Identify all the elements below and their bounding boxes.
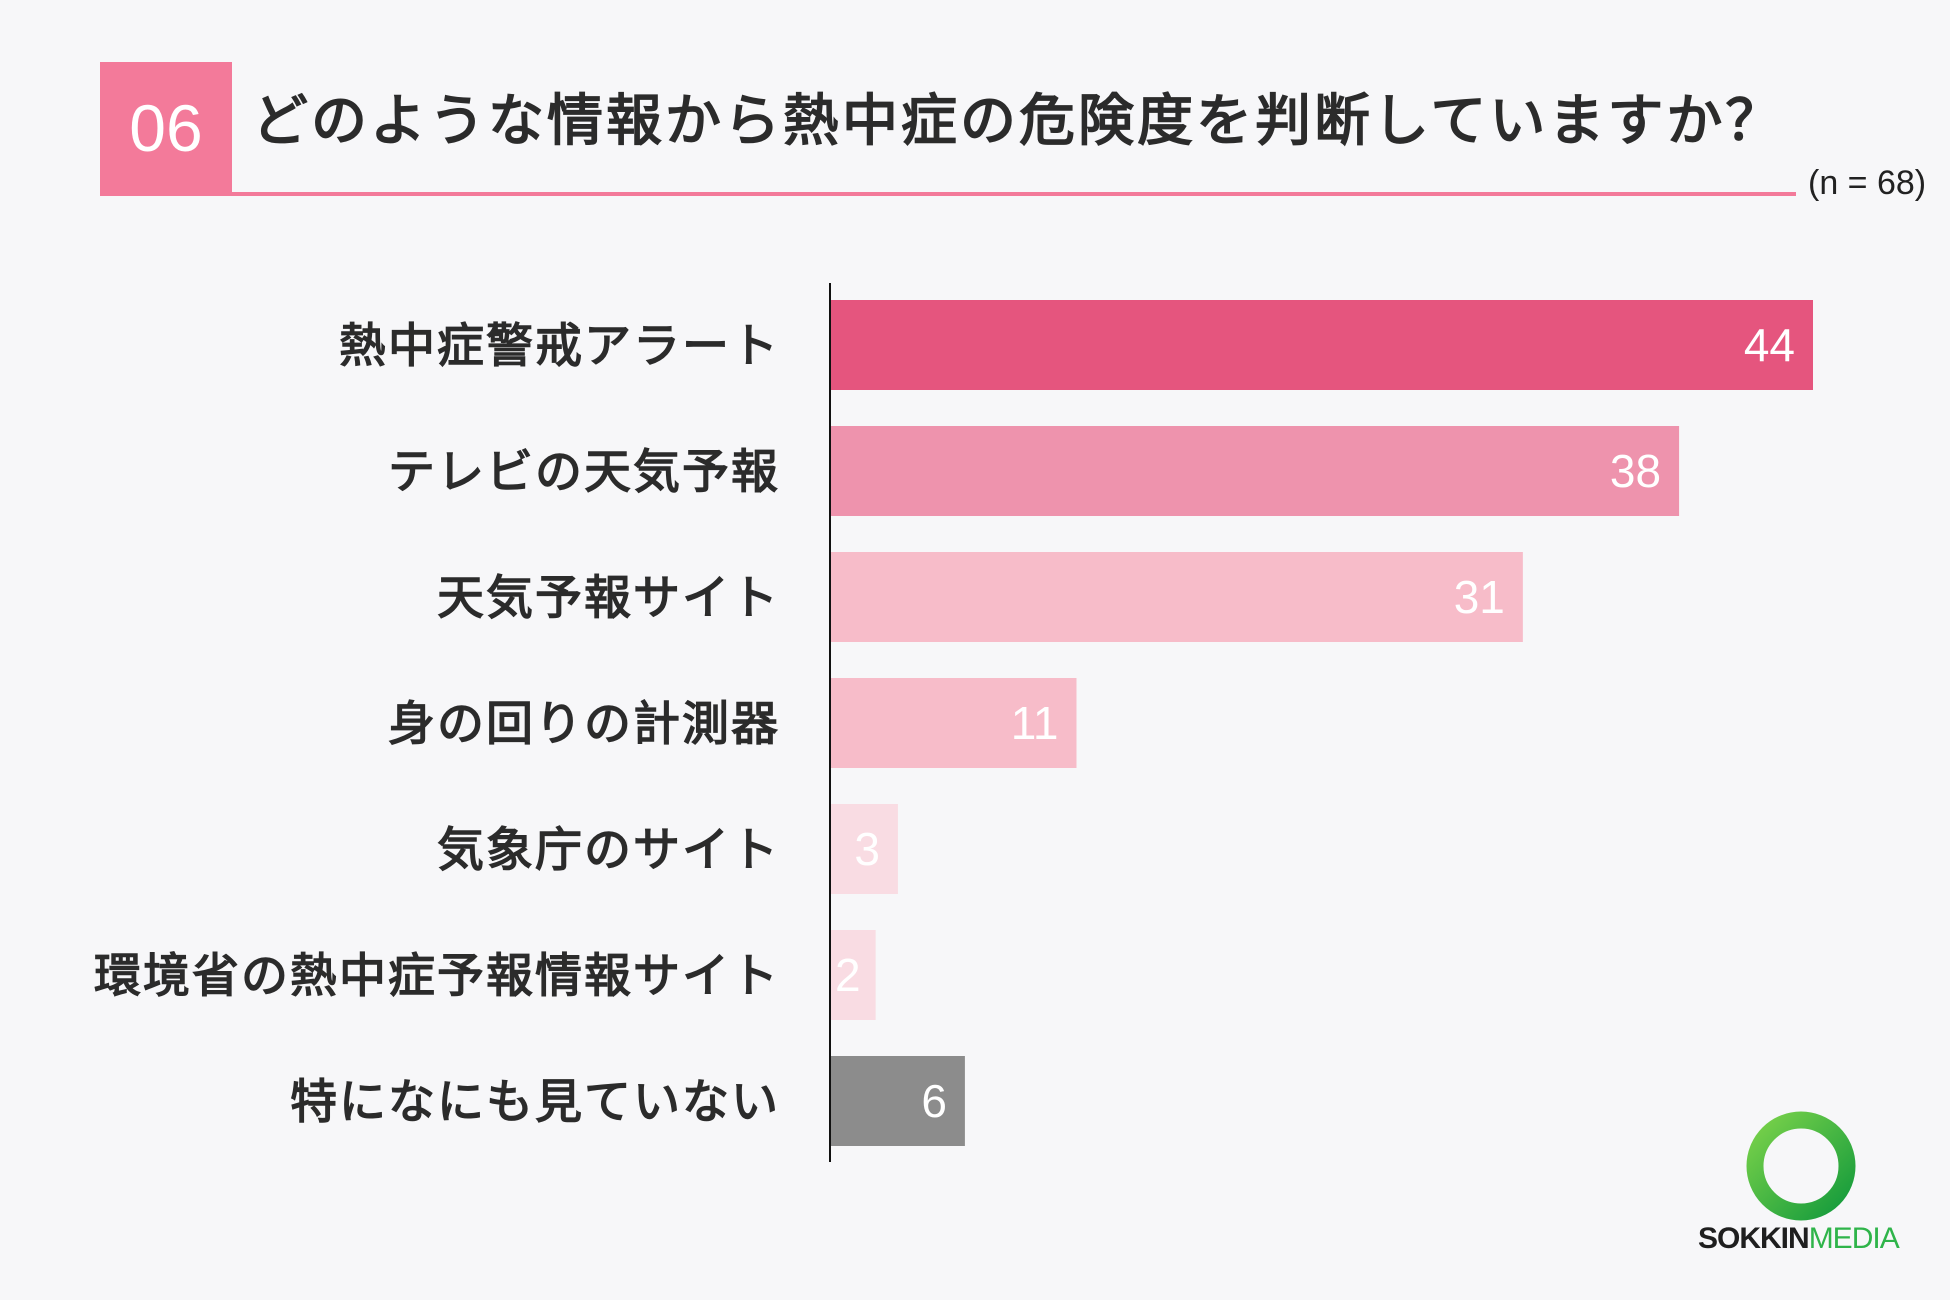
value-label-1: 38: [1610, 445, 1661, 497]
category-label-4: 気象庁のサイト: [437, 823, 780, 878]
value-label-3: 11: [1011, 697, 1059, 749]
category-label-2: 天気予報サイト: [437, 571, 780, 626]
category-label-6: 特になにも見ていない: [290, 1075, 780, 1130]
value-label-0: 44: [1744, 319, 1795, 371]
bar-2: [831, 552, 1523, 642]
bar-4: [831, 804, 898, 894]
bar-1: [831, 426, 1680, 516]
value-label-4: 3: [854, 823, 880, 875]
category-label-3: 身の回りの計測器: [388, 697, 780, 752]
logo-text-part2: MEDIA: [1808, 1222, 1900, 1255]
bar-3: [831, 678, 1077, 768]
title-underline: [100, 192, 1796, 196]
question-number-badge: 06: [100, 62, 232, 194]
question-title: どのような情報から熱中症の危険度を判断していますか？: [252, 89, 1785, 154]
bar-6: [831, 1056, 965, 1146]
category-label-0: 熱中症警戒アラート: [339, 319, 780, 374]
value-label-5: 2: [835, 949, 861, 1001]
value-label-6: 6: [921, 1075, 947, 1127]
value-label-2: 31: [1454, 571, 1505, 623]
bar-0: [831, 300, 1813, 390]
sokkin-media-logo-text: SOKKINMEDIA: [1698, 1222, 1900, 1256]
logo-text-part1: SOKKIN: [1698, 1222, 1810, 1255]
sample-size-note: (n = 68): [1808, 164, 1927, 202]
category-label-1: テレビの天気予報: [388, 445, 780, 500]
category-label-5: 環境省の熱中症予報情報サイト: [94, 949, 780, 1004]
bar-5: [831, 930, 876, 1020]
sokkin-media-logo-icon: [1746, 1111, 1856, 1221]
